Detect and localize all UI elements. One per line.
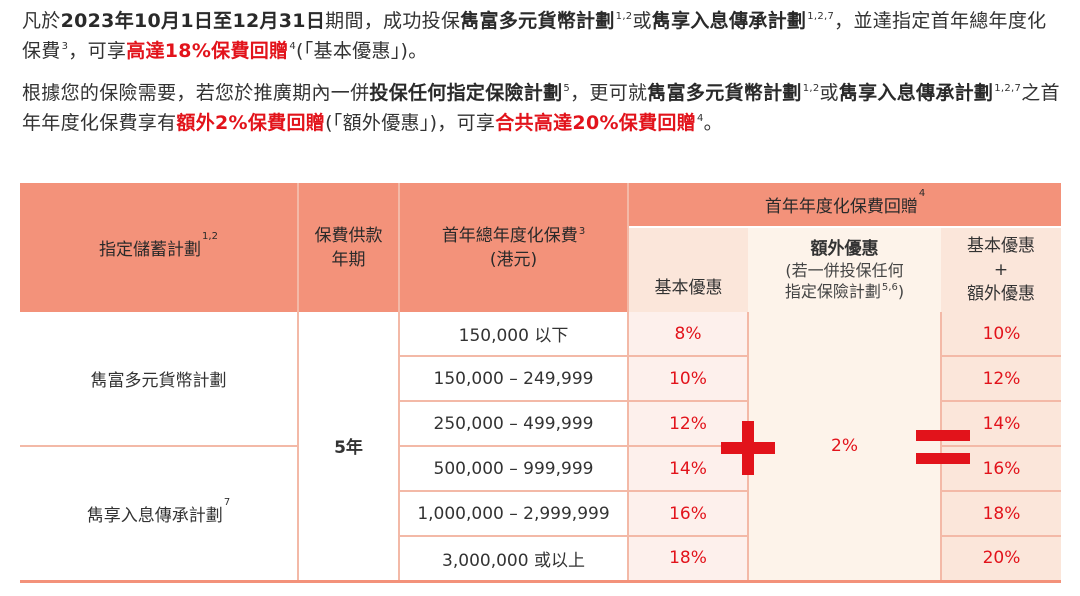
- header-extra-close: ): [897, 282, 905, 301]
- total-rebate: 10%: [941, 312, 1062, 357]
- plan-cell: 雋享入息傳承計劃7: [20, 446, 299, 583]
- total-rebate: 20%: [941, 536, 1062, 583]
- text: 期間，成功投保: [325, 10, 461, 32]
- text: (「基本優惠」)。: [296, 40, 428, 62]
- table-row: 雋富多元貨幣計劃 5年 150,000 以下 8% 2% 10%: [20, 312, 1062, 583]
- table-row: 3,000,000 或以上 18% 20%: [20, 536, 1062, 583]
- header-term-line1: 保費供款: [314, 225, 383, 246]
- total-rebate: 16%: [941, 446, 1062, 492]
- header-premium: 首年總年度化保費3 (港元): [399, 183, 629, 312]
- footnote-ref: 1,2: [202, 231, 218, 242]
- text: 之首年年度化保費享有: [22, 82, 1060, 134]
- header-sum-line3: 額外優惠: [967, 284, 1036, 304]
- plan-name: 雋富多元貨幣計劃: [647, 82, 802, 104]
- footnote-ref: 3: [578, 225, 586, 237]
- total-rebate: 18%: [941, 491, 1062, 537]
- rebate-table: 指定儲蓄計劃1,2 保費供款 年期 首年總年度化保費3 (港元) 首年年度化保費…: [20, 183, 1062, 583]
- rebate-highlight: 高達18%保費回贈: [126, 40, 289, 62]
- header-basic-label: 基本優惠: [654, 277, 723, 298]
- header-extra-line1: 額外優惠: [810, 239, 879, 259]
- header-plan-label: 指定儲蓄計劃: [99, 240, 202, 260]
- term-cell: 5年: [298, 312, 400, 583]
- extra-rebate-cell: 2%: [747, 312, 942, 583]
- footnote-ref: 1,2,7: [807, 11, 835, 22]
- basic-rebate: 10%: [628, 356, 748, 402]
- promo-period: 2023年10月1日至12月31日: [60, 10, 326, 32]
- footnote-ref: 5: [563, 83, 571, 94]
- table-row: 雋享入息傳承計劃7 500,000 – 999,999 14% 16%: [20, 446, 1062, 583]
- plan-name: 雋享入息傳承計劃: [86, 505, 223, 526]
- text: 或: [819, 82, 839, 104]
- header-sum-line1: 基本優惠: [967, 236, 1036, 256]
- plus-icon: [721, 421, 775, 475]
- basic-rebate: 8%: [628, 312, 748, 357]
- extra-rebate-value: 2%: [831, 435, 858, 456]
- plan-name: 雋享入息傳承計劃: [838, 82, 994, 104]
- header-term: 保費供款 年期: [298, 183, 400, 312]
- footnote-ref: 3: [61, 41, 69, 52]
- basic-rebate: 12%: [628, 401, 748, 447]
- footnote-ref: 4: [697, 113, 704, 124]
- footnote-ref: 5,6: [881, 282, 898, 293]
- basic-rebate: 16%: [628, 491, 748, 537]
- header-extra-line2: (若一併投保任何: [785, 261, 904, 280]
- term-value: 5年: [334, 438, 363, 459]
- footnote-ref: 1,2: [615, 11, 633, 22]
- text: 或: [632, 10, 652, 32]
- header-premium-line2: (港元): [489, 249, 538, 270]
- table-row: 250,000 – 499,999 12% 14%: [20, 401, 1062, 447]
- equals-icon: [916, 430, 970, 464]
- table-row: 150,000 – 249,999 10% 12%: [20, 356, 1062, 402]
- header-extra-line3: 指定保險計劃: [784, 282, 881, 301]
- text: ，並達指定首年總年度化保費: [22, 10, 1047, 62]
- footnote-ref: 4: [289, 41, 297, 52]
- plan-name: 雋富多元貨幣計劃: [90, 371, 227, 391]
- extra-rebate-highlight: 額外2%保費回贈: [176, 112, 326, 134]
- premium-band: 500,000 – 999,999: [399, 446, 629, 492]
- bold-text: 投保任何指定保險計劃: [369, 82, 563, 104]
- total-rebate-highlight: 合共高達20%保費回贈: [495, 112, 696, 134]
- intro-paragraph-1: 凡於2023年10月1日至12月31日期間，成功投保雋富多元貨幣計劃1,2或雋享…: [22, 6, 1062, 66]
- footnote-ref: 1,2: [802, 83, 820, 94]
- text: ，可享: [68, 40, 127, 62]
- header-extra: 額外優惠 (若一併投保任何 指定保險計劃5,6): [748, 227, 941, 312]
- header-premium-line1: 首年總年度化保費: [441, 225, 578, 246]
- plan-name: 雋富多元貨幣計劃: [460, 10, 615, 32]
- premium-band: 150,000 以下: [399, 312, 629, 357]
- premium-band: 250,000 – 499,999: [399, 401, 629, 447]
- basic-rebate: 18%: [628, 536, 748, 583]
- premium-band: 150,000 – 249,999: [399, 356, 629, 402]
- plan-name: 雋享入息傳承計劃: [651, 10, 807, 32]
- text: 凡於: [22, 10, 61, 32]
- premium-band: 1,000,000 – 2,999,999: [399, 491, 629, 537]
- plan-cell: 雋富多元貨幣計劃: [20, 312, 299, 447]
- basic-rebate: 14%: [628, 446, 748, 492]
- footnote-ref: 1,2,7: [994, 83, 1022, 94]
- text: ，更可就: [570, 82, 648, 104]
- premium-band: 3,000,000 或以上: [399, 536, 629, 583]
- header-rebate-label: 首年年度化保費回贈: [764, 197, 918, 217]
- footnote-ref: 7: [223, 496, 231, 508]
- text: 。: [703, 112, 723, 134]
- header-rebate: 首年年度化保費回贈4: [628, 183, 1062, 228]
- text: 根據您的保險需要，若您於推廣期內一併: [22, 82, 370, 104]
- header-sum-line2: +: [993, 260, 1009, 280]
- header-plan: 指定儲蓄計劃1,2: [20, 183, 299, 312]
- header-sum: 基本優惠 + 額外優惠: [941, 227, 1062, 312]
- header-basic: 基本優惠: [628, 227, 748, 312]
- text: (「額外優惠」)，可享: [325, 112, 496, 134]
- header-term-line2: 年期: [331, 249, 366, 270]
- total-rebate: 12%: [941, 356, 1062, 402]
- footnote-ref: 4: [918, 188, 926, 199]
- table-row: 1,000,000 – 2,999,999 16% 18%: [20, 491, 1062, 537]
- intro-paragraph-2: 根據您的保險需要，若您於推廣期內一併投保任何指定保險計劃5，更可就雋富多元貨幣計…: [22, 78, 1062, 138]
